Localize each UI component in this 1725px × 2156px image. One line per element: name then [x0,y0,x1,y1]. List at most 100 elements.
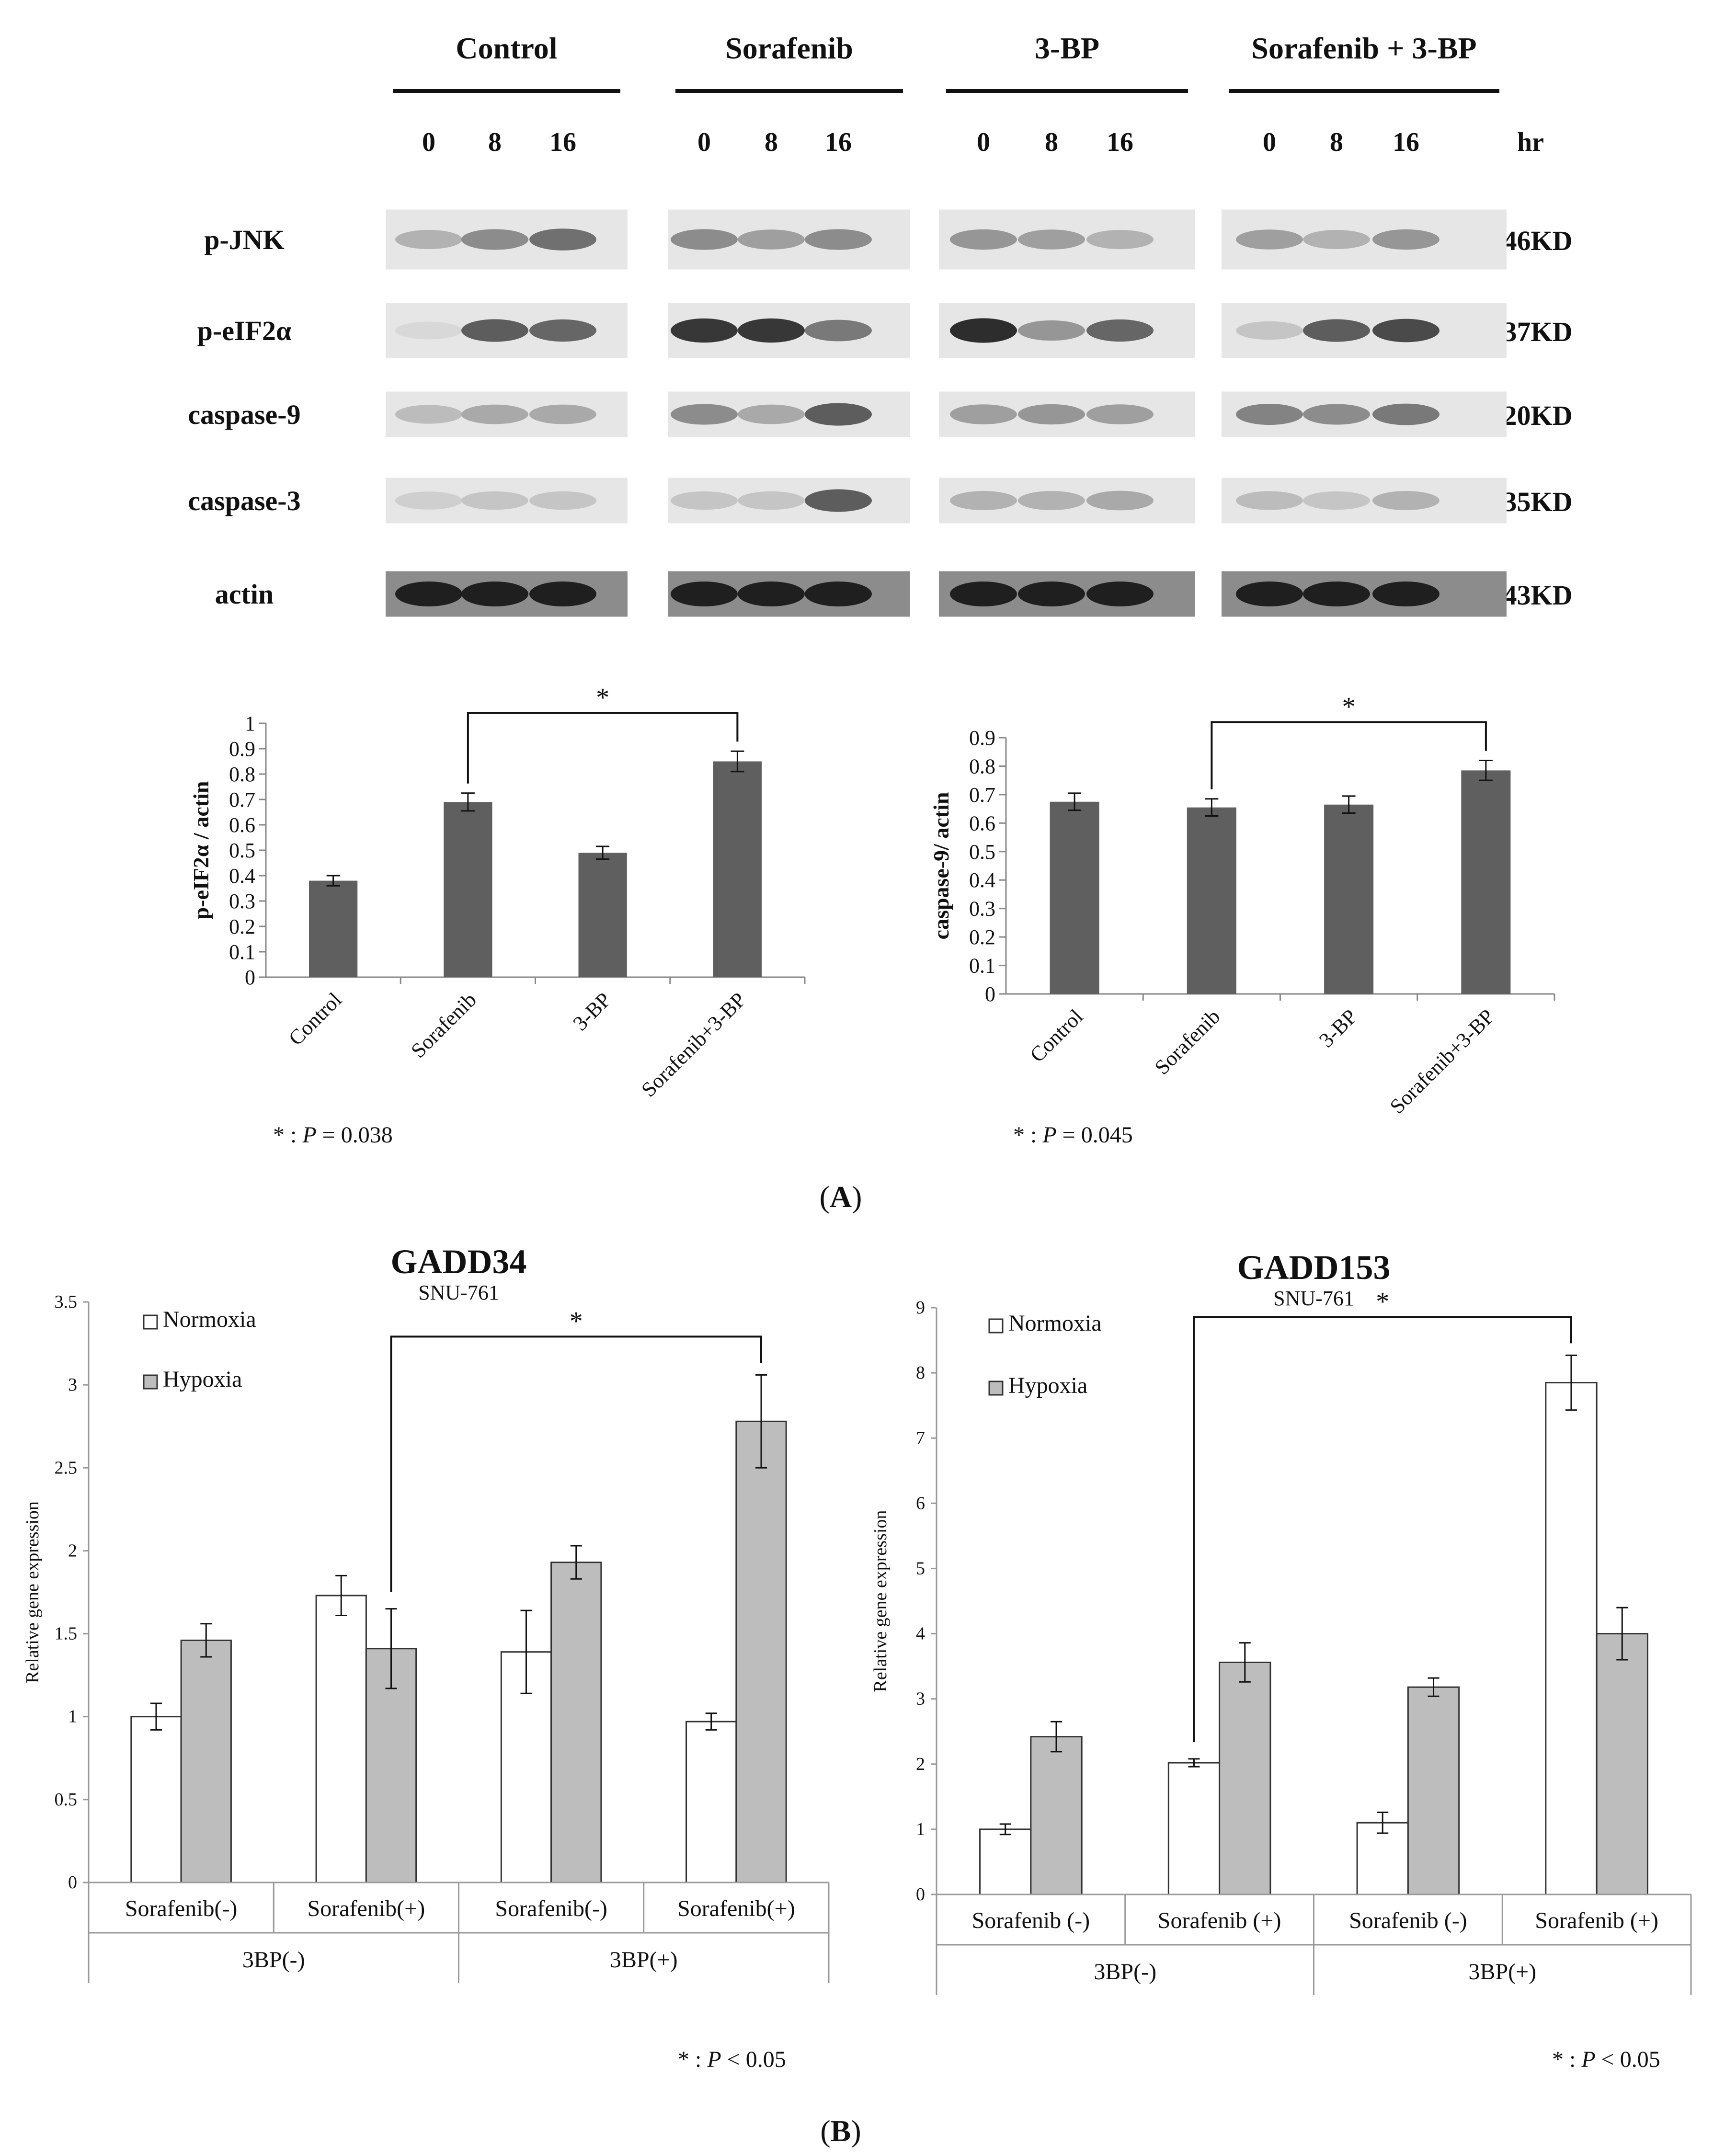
blot-band [1303,582,1370,606]
y-tick-label: 0.2 [229,915,255,938]
category-label: Sorafenib(+) [677,1896,795,1921]
blot-band [529,228,596,251]
significance-mark: * [570,1306,583,1336]
bar [1356,1822,1409,1895]
blot-band [1236,321,1303,340]
blot-band [529,582,596,606]
blot-band [805,403,872,426]
y-tick-label: 0.8 [229,763,255,786]
blot-row-label: caspase-9 [188,399,300,430]
x-tick-label: 3-BP [1314,1004,1362,1052]
category-label: Sorafenib(-) [495,1896,607,1921]
blot-band [1303,491,1370,510]
blot-band [1018,229,1085,250]
bar [309,880,358,977]
blot-time-unit: hr [1517,127,1544,157]
category-label: Sorafenib (+) [1535,1908,1658,1933]
blot-row-label: caspase-3 [188,485,300,516]
significance-bracket [1193,1316,1572,1742]
group-label: 3BP(-) [1094,1959,1156,1985]
blot-band [1303,230,1370,249]
bar [1219,1661,1271,1895]
blot-size-label: 46KD [1503,225,1573,256]
blot-band [1018,582,1085,606]
blot-band [950,491,1017,510]
blot-timepoint-label: 16 [825,127,852,157]
blot-band [395,405,462,424]
blot-band [1018,491,1085,510]
blot-band [1236,491,1303,510]
blot-group-label: Sorafenib [725,31,853,65]
blot-band [950,229,1017,250]
panel-a-label: (A) [820,1180,862,1214]
blot-band [529,319,596,342]
blot-band [1372,229,1439,250]
blot-timepoint-label: 8 [765,127,778,157]
blot-band [395,321,462,340]
x-tick-label: Sorafenib+3-BP [1385,1004,1499,1118]
y-tick-label: 0.6 [229,813,255,837]
blot-band [1086,230,1154,249]
y-tick-label: 4 [916,1624,925,1644]
bar [578,853,627,977]
blot-timepoint-label: 16 [1393,127,1419,157]
category-label: Sorafenib(-) [125,1896,238,1921]
blot-timepoint-label: 16 [549,127,576,157]
legend-label: Hypoxia [1008,1373,1087,1398]
blot-band [738,582,805,606]
chart-subtitle: SNU-761 [418,1281,499,1304]
x-tick-label: Control [284,988,346,1050]
y-tick-label: 3 [68,1375,77,1395]
blot-band [671,404,738,425]
bar [1545,1382,1598,1895]
blot-band [1236,404,1303,425]
category-label: Sorafenib (+) [1158,1908,1281,1933]
blot-timepoint-label: 16 [1107,127,1133,157]
chart-title: GADD34 [391,1243,527,1281]
blot-band [461,491,528,510]
blot-band [671,491,738,510]
category-label: Sorafenib (-) [972,1908,1090,1933]
blot-band [1303,404,1370,425]
group-label: 3BP(+) [610,1947,678,1973]
blot-band [805,229,872,250]
blot-band [1236,229,1303,250]
footnote-gadd34: * : P < 0.05 [678,2047,786,2072]
blot-group-label: Control [456,31,557,65]
bar [130,1716,182,1883]
blot-band [529,404,596,424]
y-tick-label: 0 [68,1872,77,1893]
y-tick-label: 0 [245,966,255,989]
category-label: Sorafenib (-) [1349,1908,1467,1933]
blot-band [395,491,462,510]
footnote-gadd153: * : P < 0.05 [1552,2047,1660,2072]
x-tick-label: 3-BP [569,988,616,1035]
x-tick-label: Sorafenib [406,988,481,1062]
blot-row-label: actin [215,579,274,610]
blot-group-label: Sorafenib + 3-BP [1251,31,1476,65]
y-tick-label: 0 [916,1884,925,1905]
blot-band [461,319,528,342]
blot-band [950,318,1017,343]
western-blot-panel: Control 0 8 16 Sorafenib 0 8 16 3-BP 0 8 16 Sorafeni… [188,31,1573,617]
blot-band [671,582,738,606]
blot-band [1086,404,1154,424]
bar [315,1595,367,1883]
blot-band [1086,491,1154,511]
blot-band [1372,491,1439,510]
blot-band [1372,319,1439,342]
chart-subtitle: SNU-761 [1273,1287,1354,1310]
blot-timepoint-label: 0 [1263,127,1276,157]
y-axis-label: p-eIF2α / actin [189,781,213,920]
legend-swatch [988,1318,1004,1334]
blot-timepoint-label: 0 [422,127,435,157]
bar [550,1562,602,1883]
bar [713,761,762,977]
y-tick-label: 0.9 [969,726,995,750]
bar [685,1721,737,1883]
blot-band [805,319,872,342]
y-tick-label: 0.5 [229,839,255,862]
bar [1596,1633,1648,1895]
chart-title: GADD153 [1237,1248,1391,1287]
